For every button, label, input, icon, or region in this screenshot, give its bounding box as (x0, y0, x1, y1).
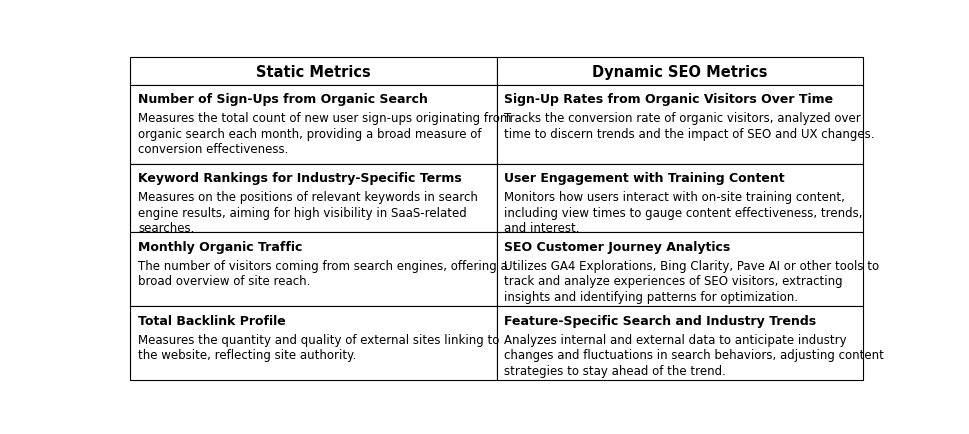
Bar (497, 85, 862, 164)
Bar (497, 164, 862, 233)
Text: Analyzes internal and external data to anticipate industry
changes and fluctuati: Analyzes internal and external data to a… (504, 333, 885, 377)
Bar (131, 233, 497, 307)
Text: Monthly Organic Traffic: Monthly Organic Traffic (139, 240, 302, 253)
Text: Measures on the positions of relevant keywords in search
engine results, aiming : Measures on the positions of relevant ke… (139, 191, 478, 235)
Text: Measures the quantity and quality of external sites linking to
the website, refl: Measures the quantity and quality of ext… (139, 333, 500, 362)
Text: Measures the total count of new user sign-ups originating from
organic search ea: Measures the total count of new user sig… (139, 112, 512, 156)
Text: User Engagement with Training Content: User Engagement with Training Content (504, 172, 785, 185)
Text: Utilizes GA4 Explorations, Bing Clarity, Pave AI or other tools to
track and ana: Utilizes GA4 Explorations, Bing Clarity,… (504, 259, 880, 303)
Text: Tracks the conversion rate of organic visitors, analyzed over
time to discern tr: Tracks the conversion rate of organic vi… (504, 112, 875, 141)
Bar (131, 58, 497, 85)
Text: Keyword Rankings for Industry-Specific Terms: Keyword Rankings for Industry-Specific T… (139, 172, 462, 185)
Bar (497, 233, 862, 307)
Text: Dynamic SEO Metrics: Dynamic SEO Metrics (592, 64, 767, 79)
Bar (131, 164, 497, 233)
Text: Number of Sign-Ups from Organic Search: Number of Sign-Ups from Organic Search (139, 93, 428, 106)
Text: The number of visitors coming from search engines, offering a
broad overview of : The number of visitors coming from searc… (139, 259, 508, 287)
Text: Feature-Specific Search and Industry Trends: Feature-Specific Search and Industry Tre… (504, 314, 817, 327)
Text: Monitors how users interact with on-site training content,
including view times : Monitors how users interact with on-site… (504, 191, 862, 235)
Bar (131, 307, 497, 380)
Bar (131, 85, 497, 164)
Text: Total Backlink Profile: Total Backlink Profile (139, 314, 286, 327)
Text: Sign-Up Rates from Organic Visitors Over Time: Sign-Up Rates from Organic Visitors Over… (504, 93, 833, 106)
Text: Static Metrics: Static Metrics (256, 64, 371, 79)
Text: SEO Customer Journey Analytics: SEO Customer Journey Analytics (504, 240, 731, 253)
Bar (497, 307, 862, 380)
Bar (497, 58, 862, 85)
